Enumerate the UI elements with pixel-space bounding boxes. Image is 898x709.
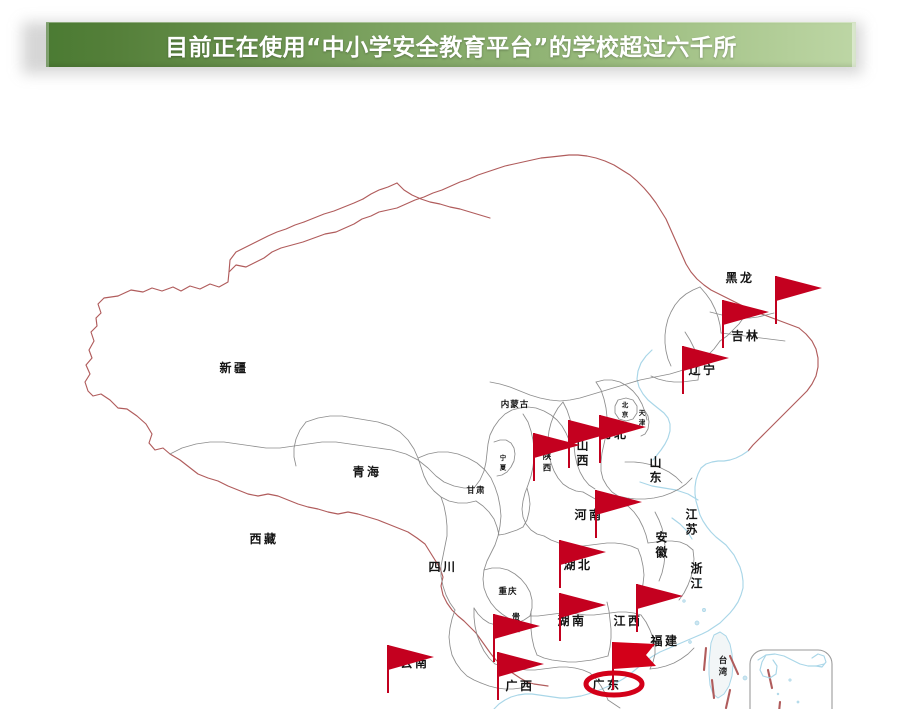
- province-label-jiangsu: 江苏: [684, 507, 698, 538]
- flag-banner: [637, 584, 683, 609]
- flag-banner: [613, 642, 656, 669]
- province-label-xizang: 西藏: [249, 531, 278, 546]
- flag-banner: [560, 593, 606, 618]
- province-label-sichuan: 四川: [428, 560, 457, 574]
- flag-jilin[interactable]: [722, 300, 769, 348]
- province-label-shaanxi: 陕西: [541, 451, 551, 475]
- flag-banner: [600, 415, 646, 440]
- flag-guangxi[interactable]: [497, 652, 544, 700]
- province-label-chongqing: 重庆: [498, 586, 517, 597]
- province-label-heilongjiang: 黑龙: [725, 270, 754, 285]
- page-title: 目前正在使用“中小学安全教育平台”的学校超过六千所: [165, 35, 737, 61]
- flag-henan[interactable]: [595, 490, 642, 538]
- highlight-ring: [583, 670, 645, 698]
- nine-dash-line: [702, 646, 782, 709]
- map-container: 新疆西藏青海甘肃内蒙古宁夏陕西山西河北北京天津山东河南江苏安徽浙江四川重庆湖北贵…: [0, 82, 898, 709]
- province-label-qinghai: 青海: [352, 464, 381, 479]
- flag-banner: [534, 433, 580, 458]
- province-label-beijing: 北京: [620, 400, 628, 420]
- flag-hebei[interactable]: [599, 415, 646, 463]
- province-label-jiangxi: 江西: [613, 613, 642, 628]
- flag-banner: [388, 645, 434, 670]
- flag-yunnan[interactable]: [387, 645, 434, 693]
- flag-marker-layer: [387, 276, 822, 700]
- province-label-ningxia: 宁夏: [498, 453, 506, 473]
- province-label-guangxi: 广西: [505, 678, 534, 693]
- province-label-tianjin: 天津: [637, 409, 645, 428]
- flag-banner: [569, 420, 615, 445]
- province-label-shandong: 山东: [648, 455, 662, 486]
- province-label-guangdong: 广东: [592, 677, 621, 692]
- province-label-zhejiang: 浙江: [689, 561, 703, 592]
- flag-banner: [596, 490, 642, 515]
- flag-banner: [560, 540, 606, 565]
- flag-banner: [723, 300, 769, 325]
- province-label-jilin: 吉林: [731, 328, 760, 343]
- flag-banner: [776, 276, 822, 301]
- flag-banner: [494, 614, 540, 639]
- province-label-xinjiang: 新疆: [219, 360, 248, 375]
- flag-jiangxi[interactable]: [636, 584, 683, 632]
- title-banner: 目前正在使用“中小学安全教育平台”的学校超过六千所: [46, 22, 856, 67]
- flag-hubei[interactable]: [559, 540, 606, 588]
- flag-liaoning[interactable]: [682, 346, 729, 394]
- province-label-gansu: 甘肃: [466, 485, 485, 496]
- flag-heilongjiang[interactable]: [775, 276, 822, 324]
- province-label-fujian: 福建: [649, 633, 679, 648]
- china-map: 新疆西藏青海甘肃内蒙古宁夏陕西山西河北北京天津山东河南江苏安徽浙江四川重庆湖北贵…: [84, 154, 833, 709]
- province-label-layer: 新疆西藏青海甘肃内蒙古宁夏陕西山西河北北京天津山东河南江苏安徽浙江四川重庆湖北贵…: [219, 270, 760, 693]
- south-china-sea-inset: [749, 649, 833, 709]
- flag-banner: [683, 346, 729, 371]
- flag-guangdong[interactable]: [583, 642, 656, 698]
- banner-right-edge: [852, 23, 856, 67]
- flag-hunan[interactable]: [559, 593, 606, 641]
- province-label-taiwan: 台湾: [717, 655, 727, 679]
- province-label-henan: 河南: [573, 507, 603, 522]
- banner-left-edge: [46, 23, 49, 67]
- flag-banner: [498, 652, 544, 677]
- flag-guizhou[interactable]: [493, 614, 540, 662]
- flag-shaanxi[interactable]: [533, 433, 580, 481]
- province-label-anhui: 安徽: [654, 530, 668, 561]
- province-label-neimenggu: 内蒙古: [501, 399, 530, 410]
- national-border-group: [84, 154, 819, 687]
